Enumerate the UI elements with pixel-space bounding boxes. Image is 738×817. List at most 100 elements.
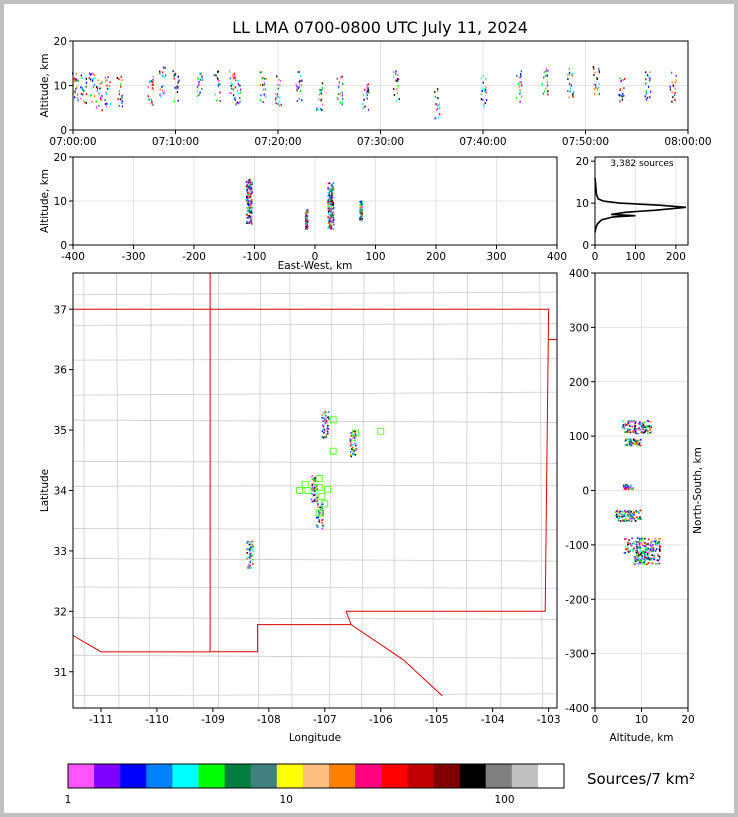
- y-tick-label: 36: [54, 365, 68, 377]
- plan-view-point: [355, 444, 357, 447]
- time-height-point: [237, 80, 239, 83]
- time-height-point: [520, 81, 522, 84]
- time-height-point: [645, 90, 647, 93]
- time-height-point: [619, 94, 621, 97]
- north-south-point: [638, 442, 641, 444]
- time-height-point: [173, 77, 175, 80]
- plan-view-point: [251, 554, 254, 557]
- north-south-point: [636, 549, 639, 552]
- north-south-point: [616, 510, 618, 513]
- plan-view-point: [352, 436, 355, 439]
- east-west-point: [306, 216, 308, 219]
- north-south-point: [621, 510, 624, 513]
- east-west-point: [331, 200, 334, 202]
- time-height-point: [234, 96, 236, 99]
- time-height-point: [117, 98, 119, 101]
- time-height-point: [121, 97, 123, 100]
- east-west-point: [246, 190, 248, 193]
- plan-view-point: [327, 411, 330, 413]
- north-south-point: [647, 552, 650, 554]
- y-tick-label: 31: [54, 667, 67, 679]
- time-height-point: [275, 96, 277, 99]
- north-south-point: [627, 488, 630, 490]
- east-west-point: [359, 218, 361, 221]
- time-height-point: [542, 92, 545, 95]
- lma-station-marker: [304, 487, 312, 494]
- colorbar-swatch: [276, 764, 304, 788]
- north-south-point: [634, 425, 636, 428]
- time-height-point: [234, 76, 237, 79]
- county-line: [72, 419, 558, 423]
- east-west-point: [328, 213, 330, 215]
- time-height-point: [163, 76, 165, 79]
- plan-view-point: [250, 555, 252, 558]
- plan-view-point: [252, 550, 255, 553]
- east-west-point: [247, 216, 250, 219]
- plan-view-point: [325, 417, 328, 420]
- plan-view-point: [315, 492, 318, 495]
- y-tick-label: 0: [60, 240, 67, 252]
- north-south-point: [637, 422, 639, 425]
- time-height-point: [299, 75, 302, 78]
- north-south-point: [643, 545, 646, 547]
- time-height-point: [73, 78, 75, 81]
- time-height-point: [669, 85, 671, 88]
- north-south-point: [620, 510, 623, 513]
- plan-view-point: [317, 516, 319, 519]
- plan-view-point: [317, 506, 319, 508]
- north-south-point: [624, 485, 627, 488]
- plan-view-point: [252, 558, 254, 561]
- east-west-point: [305, 227, 308, 230]
- north-south-point: [649, 558, 652, 561]
- county-line: [72, 291, 558, 296]
- time-height-point: [397, 78, 399, 81]
- time-height-point: [483, 105, 485, 108]
- north-south-point: [633, 563, 635, 566]
- time-height-point: [593, 67, 595, 70]
- plan-view-point: [354, 453, 357, 456]
- north-south-point: [632, 513, 634, 515]
- time-height-point: [160, 95, 162, 98]
- east-west-point: [330, 216, 332, 219]
- north-south-point: [647, 547, 650, 550]
- time-height-point: [121, 79, 123, 82]
- time-height-point: [295, 83, 297, 86]
- time-height-point: [437, 104, 440, 107]
- north-south-point: [625, 537, 628, 540]
- time-height-point: [121, 94, 123, 97]
- time-height-point: [519, 89, 521, 92]
- east-west-point: [328, 193, 331, 196]
- time-height-point: [233, 97, 236, 100]
- north-south-point: [653, 556, 655, 558]
- time-height-point: [199, 91, 201, 94]
- north-south-point: [626, 431, 629, 434]
- north-south-point: [648, 550, 650, 553]
- east-west-point: [361, 200, 364, 203]
- north-south-point: [624, 547, 627, 550]
- east-west-point: [329, 214, 332, 216]
- north-south-point: [657, 555, 660, 557]
- north-south-point: [623, 518, 625, 521]
- north-south-point: [624, 431, 626, 433]
- east-west-point: [248, 220, 251, 223]
- time-height-point: [165, 74, 167, 77]
- plan-view-point: [250, 540, 253, 543]
- time-height-point: [95, 100, 98, 103]
- north-south-point: [645, 543, 647, 546]
- east-west-point: [248, 186, 250, 189]
- north-south-point: [631, 542, 634, 545]
- time-height-point: [199, 78, 201, 81]
- time-height-point: [520, 95, 523, 98]
- north-south-point: [622, 420, 624, 422]
- time-height-point: [100, 96, 102, 99]
- time-height-point: [76, 86, 78, 89]
- east-west-point: [330, 191, 333, 194]
- north-south-point: [659, 545, 661, 548]
- time-height-point: [198, 93, 200, 96]
- time-height-point: [299, 79, 301, 82]
- time-height-point: [598, 70, 600, 73]
- plan-view-point: [314, 478, 316, 481]
- county-line: [500, 272, 503, 709]
- time-height-point: [619, 100, 621, 103]
- east-west-point: [330, 228, 332, 230]
